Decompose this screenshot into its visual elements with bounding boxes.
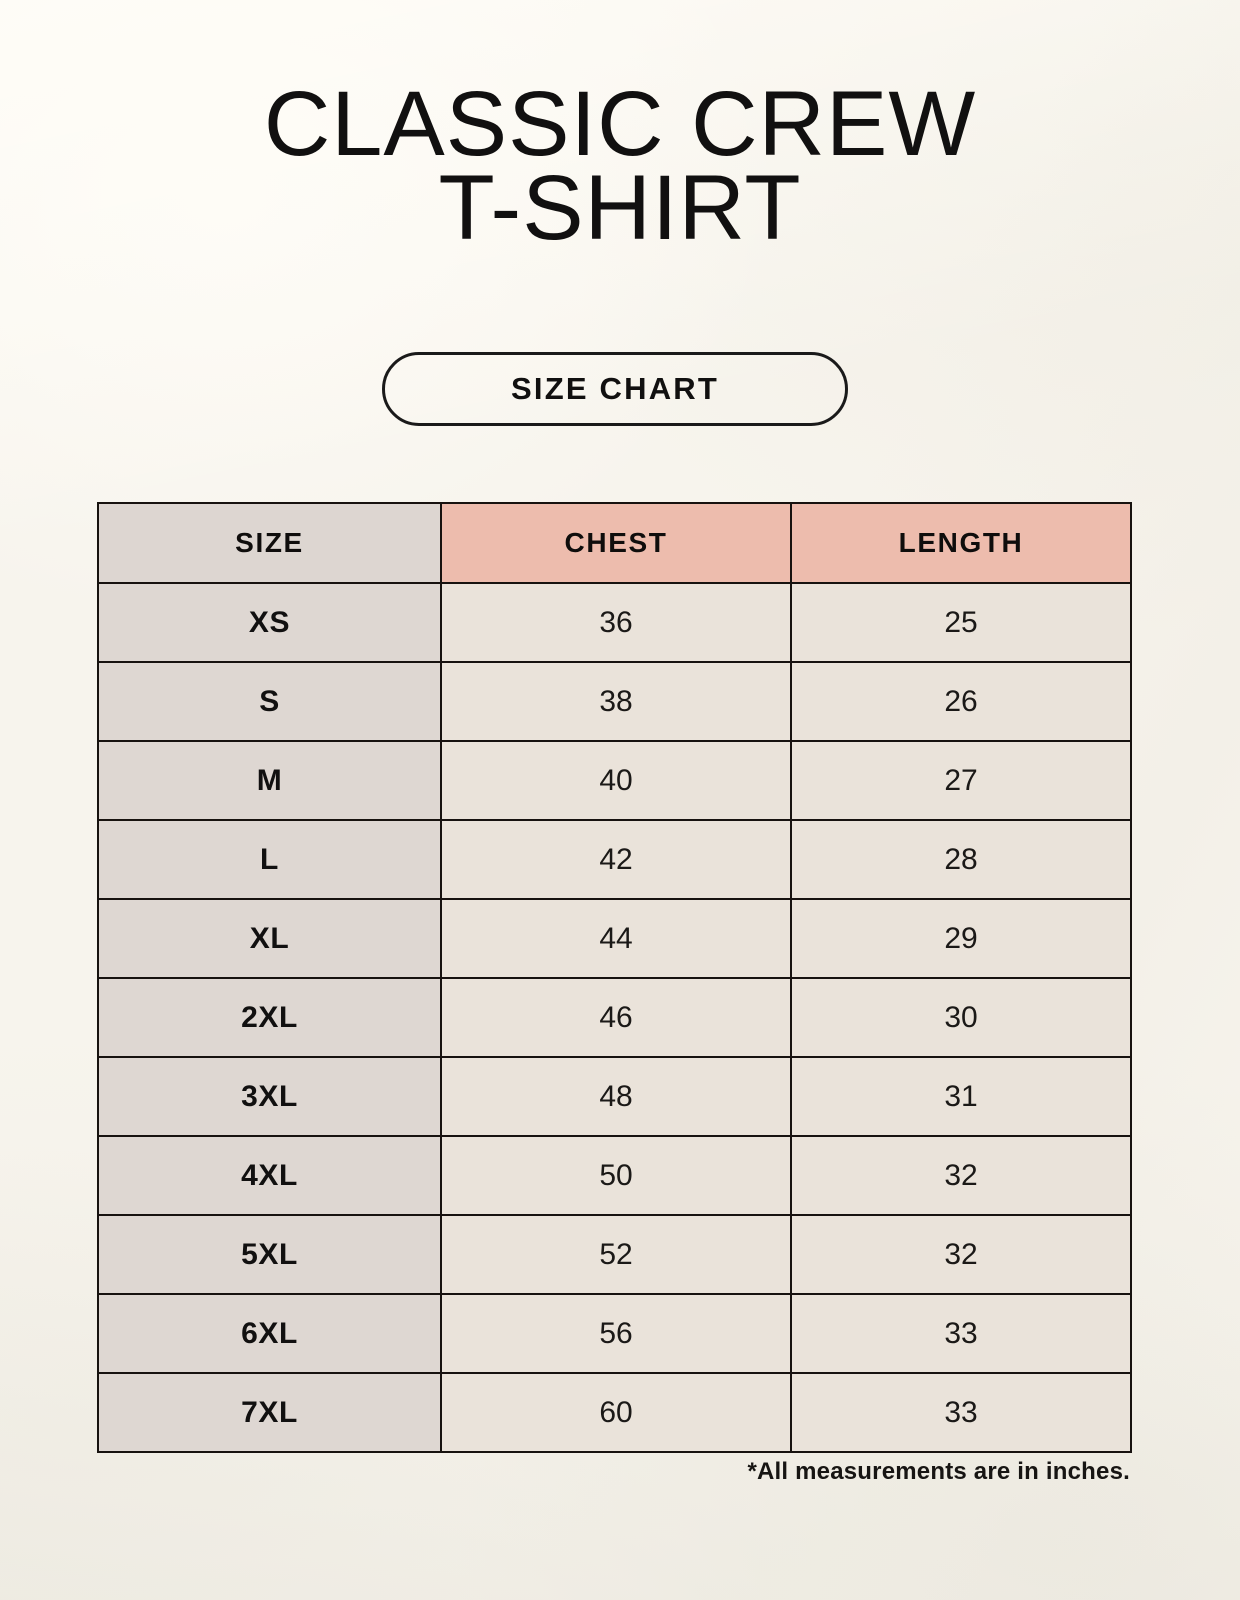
cell-size: 3XL	[97, 1056, 442, 1137]
cell-size: XS	[97, 582, 442, 663]
column-header-chest: CHEST	[440, 502, 792, 584]
cell-length: 33	[790, 1372, 1132, 1453]
table-row: L 42 28	[97, 819, 1132, 900]
size-chart-badge: SIZE CHART	[382, 352, 848, 426]
cell-chest: 48	[440, 1056, 792, 1137]
size-chart-badge-label: SIZE CHART	[511, 371, 719, 406]
cell-chest: 44	[440, 898, 792, 979]
cell-size: 6XL	[97, 1293, 442, 1374]
cell-size: L	[97, 819, 442, 900]
cell-size: S	[97, 661, 442, 742]
table-row: M 40 27	[97, 740, 1132, 821]
cell-chest: 56	[440, 1293, 792, 1374]
cell-size: 4XL	[97, 1135, 442, 1216]
cell-length: 32	[790, 1135, 1132, 1216]
table-row: 7XL 60 33	[97, 1372, 1132, 1453]
table-body: XS 36 25 S 38 26 M 40 27 L 42 28 XL 44	[97, 582, 1132, 1453]
cell-chest: 42	[440, 819, 792, 900]
cell-chest: 38	[440, 661, 792, 742]
column-header-size: SIZE	[97, 502, 442, 584]
table-row: S 38 26	[97, 661, 1132, 742]
table-row: 6XL 56 33	[97, 1293, 1132, 1374]
table-header-row: SIZE CHEST LENGTH	[97, 502, 1132, 584]
cell-length: 31	[790, 1056, 1132, 1137]
cell-length: 29	[790, 898, 1132, 979]
table-row: XS 36 25	[97, 582, 1132, 663]
cell-chest: 36	[440, 582, 792, 663]
page-title: CLASSIC CREW T-SHIRT	[263, 73, 977, 259]
cell-chest: 46	[440, 977, 792, 1058]
cell-length: 26	[790, 661, 1132, 742]
cell-size: 2XL	[97, 977, 442, 1058]
cell-size: XL	[97, 898, 442, 979]
cell-length: 25	[790, 582, 1132, 663]
cell-size: 7XL	[97, 1372, 442, 1453]
cell-chest: 52	[440, 1214, 792, 1295]
cell-length: 30	[790, 977, 1132, 1058]
cell-size: M	[97, 740, 442, 821]
table-row: 2XL 46 30	[97, 977, 1132, 1058]
cell-chest: 40	[440, 740, 792, 821]
cell-length: 33	[790, 1293, 1132, 1374]
cell-chest: 50	[440, 1135, 792, 1216]
cell-length: 27	[790, 740, 1132, 821]
cell-size: 5XL	[97, 1214, 442, 1295]
table-row: 4XL 50 32	[97, 1135, 1132, 1216]
cell-chest: 60	[440, 1372, 792, 1453]
table-row: 5XL 52 32	[97, 1214, 1132, 1295]
measurement-units-note: *All measurements are in inches.	[747, 1458, 1130, 1485]
table-row: 3XL 48 31	[97, 1056, 1132, 1137]
column-header-length: LENGTH	[790, 502, 1132, 584]
table-row: XL 44 29	[97, 898, 1132, 979]
table-header: SIZE CHEST LENGTH	[97, 502, 1132, 584]
cell-length: 28	[790, 819, 1132, 900]
cell-length: 32	[790, 1214, 1132, 1295]
size-chart-table: SIZE CHEST LENGTH XS 36 25 S 38 26 M 40 …	[97, 502, 1132, 1453]
